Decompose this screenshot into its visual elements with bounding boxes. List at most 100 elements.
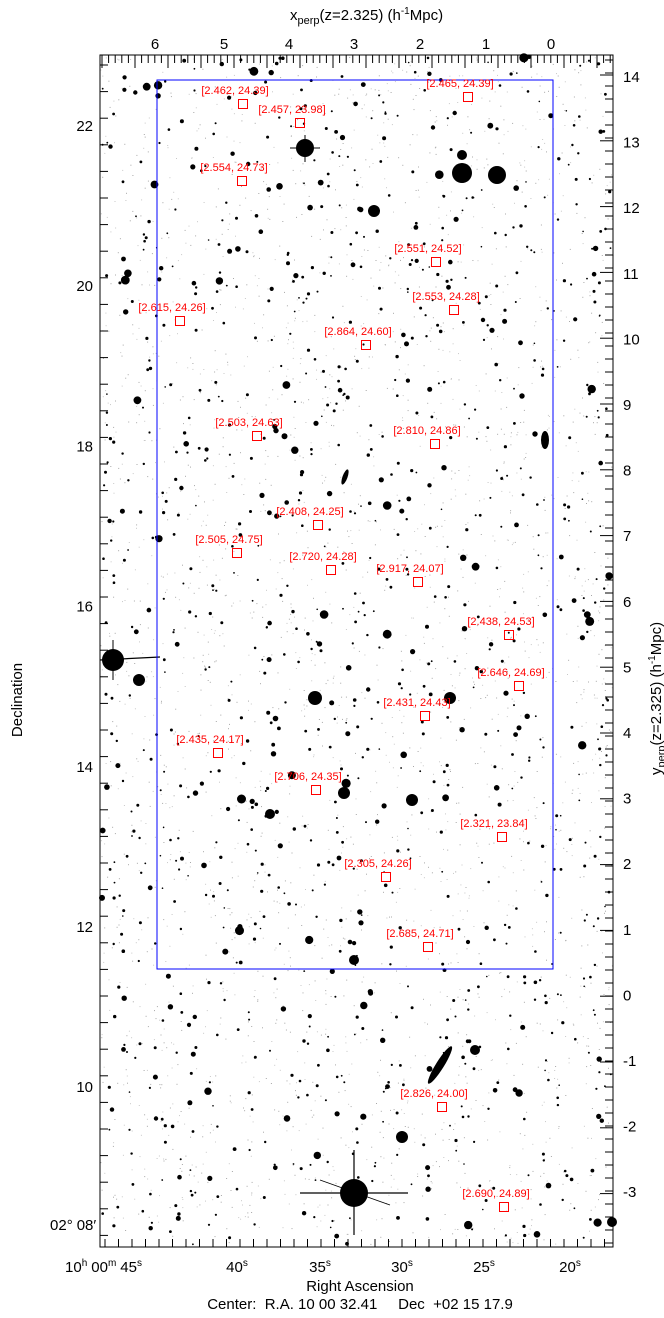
noise-pixel	[345, 569, 347, 571]
noise-pixel	[495, 248, 497, 250]
noise-pixel	[145, 312, 147, 314]
noise-pixel	[459, 408, 461, 410]
source	[452, 110, 457, 116]
source	[334, 1111, 340, 1117]
noise-pixel	[482, 1105, 484, 1107]
bottom-axis-tick-label: 35s	[309, 1258, 331, 1276]
noise-pixel	[210, 704, 212, 706]
noise-pixel	[538, 179, 540, 181]
noise-pixel	[442, 646, 444, 648]
noise-pixel	[340, 682, 342, 684]
noise-pixel	[314, 654, 316, 656]
noise-pixel	[282, 1005, 284, 1007]
right-axis-tick-label: 1	[623, 922, 631, 939]
noise-pixel	[104, 843, 106, 845]
source	[431, 299, 434, 302]
source	[315, 1084, 319, 1088]
noise-pixel	[251, 1192, 253, 1194]
noise-pixel	[302, 163, 304, 165]
source	[143, 239, 146, 243]
noise-pixel	[167, 519, 169, 521]
source	[277, 726, 281, 731]
noise-pixel	[598, 653, 600, 655]
noise-pixel	[462, 549, 464, 551]
noise-pixel	[503, 988, 505, 990]
noise-pixel	[229, 213, 231, 215]
noise-pixel	[567, 674, 568, 675]
noise-pixel	[126, 1035, 128, 1037]
noise-pixel	[354, 355, 356, 357]
noise-pixel	[248, 700, 249, 702]
noise-pixel	[391, 717, 393, 718]
noise-pixel	[502, 291, 504, 293]
noise-pixel	[474, 83, 476, 85]
noise-pixel	[423, 636, 425, 638]
source	[292, 827, 296, 831]
noise-pixel	[102, 176, 104, 178]
source	[394, 378, 397, 382]
noise-pixel	[225, 548, 227, 550]
noise-pixel	[548, 580, 550, 582]
source	[260, 862, 264, 866]
noise-pixel	[486, 440, 488, 442]
noise-pixel	[110, 785, 112, 787]
noise-pixel	[491, 348, 492, 350]
noise-pixel	[555, 681, 557, 682]
source	[459, 727, 465, 733]
noise-pixel	[565, 445, 567, 447]
noise-pixel	[588, 471, 590, 473]
source	[346, 155, 349, 158]
noise-pixel	[450, 721, 452, 723]
source	[448, 259, 453, 265]
noise-pixel	[397, 558, 399, 560]
noise-pixel	[548, 178, 550, 180]
noise-pixel	[351, 147, 353, 149]
source	[301, 275, 305, 279]
noise-pixel	[574, 69, 576, 71]
noise-pixel	[233, 932, 235, 934]
source	[230, 151, 235, 156]
source	[133, 629, 139, 635]
top-axis-tick-label: 0	[547, 36, 555, 53]
source	[341, 562, 345, 565]
noise-pixel	[328, 256, 330, 258]
source	[221, 219, 224, 222]
noise-pixel	[579, 119, 581, 121]
source	[207, 1175, 213, 1181]
source	[593, 1218, 602, 1227]
source	[421, 732, 425, 736]
noise-pixel	[412, 617, 414, 619]
noise-pixel	[291, 157, 293, 159]
noise-pixel	[350, 910, 352, 912]
top-axis-tick-label: 4	[285, 36, 293, 53]
noise-pixel	[122, 1154, 124, 1156]
noise-pixel	[185, 1155, 187, 1157]
noise-pixel	[119, 478, 121, 480]
noise-pixel	[214, 847, 216, 849]
source	[556, 1096, 559, 1100]
noise-pixel	[246, 821, 248, 823]
noise-pixel	[422, 765, 424, 767]
source	[310, 266, 314, 270]
source	[597, 738, 599, 741]
noise-pixel	[292, 93, 294, 95]
noise-pixel	[569, 248, 571, 250]
noise-pixel	[104, 927, 106, 929]
noise-pixel	[111, 523, 113, 525]
noise-pixel	[430, 1181, 432, 1183]
noise-pixel	[399, 851, 401, 853]
source	[326, 172, 330, 176]
noise-pixel	[462, 999, 464, 1001]
noise-pixel	[125, 377, 127, 379]
noise-pixel	[163, 842, 165, 843]
noise-pixel	[185, 475, 186, 477]
source	[267, 620, 272, 626]
top-axis-tick-label: 5	[220, 36, 228, 53]
noise-pixel	[359, 592, 361, 594]
noise-pixel	[215, 721, 217, 722]
noise-pixel	[324, 662, 326, 664]
source	[215, 277, 224, 285]
noise-pixel	[388, 265, 390, 267]
source	[407, 985, 409, 988]
source	[227, 698, 231, 702]
